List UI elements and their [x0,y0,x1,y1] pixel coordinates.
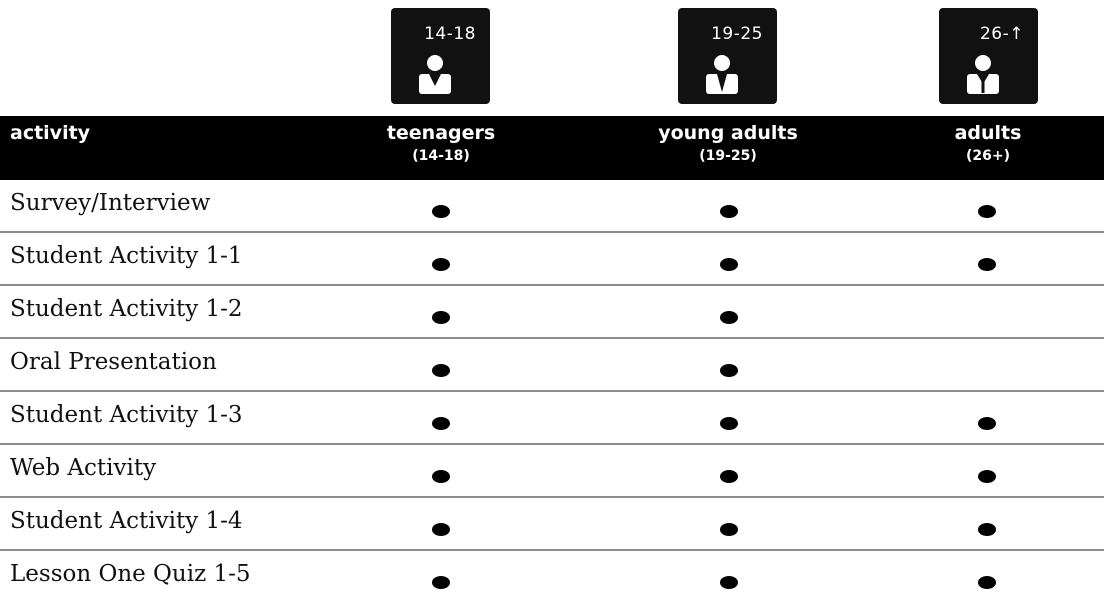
header-teenagers: teenagers (14-18) [371,121,511,167]
row-label: Oral Presentation [10,349,217,375]
header-young-adults: young adults (19-25) [628,121,828,167]
header-sub: (19-25) [699,148,757,164]
row-label: Student Activity 1-1 [10,243,243,269]
check-dot-icon [720,364,738,377]
person-suit-icon [967,55,999,94]
person-tie-icon [706,55,738,94]
age-icon-label: 19-25 [711,24,763,44]
check-dot-icon [978,576,996,589]
check-dot-icon [978,205,996,218]
check-dot-icon [432,364,450,377]
person-icon [419,55,451,94]
check-dot-icon [720,523,738,536]
check-dot-icon [978,417,996,430]
check-dot-icon [432,523,450,536]
check-dot-icon [720,470,738,483]
check-dot-icon [720,311,738,324]
check-dot-icon [720,417,738,430]
check-dot-icon [978,470,996,483]
table-header: activity teenagers (14-18) young adults … [0,116,1104,180]
row-label: Student Activity 1-3 [10,402,243,428]
header-main: teenagers [386,122,496,144]
row-label: Web Activity [10,455,157,481]
header-adults: adults (26+) [928,121,1048,167]
table-row: Student Activity 1-3 [0,392,1104,445]
age-icon-young-adults: 19-25 [678,8,777,104]
check-dot-icon [978,258,996,271]
check-dot-icon [978,523,996,536]
age-icon-label: 14-18 [424,24,476,44]
header-sub: (26+) [965,148,1010,164]
table-row: Student Activity 1-4 [0,498,1104,551]
row-label: Student Activity 1-4 [10,508,243,534]
header-main: adults [954,122,1022,144]
row-label: Lesson One Quiz 1-5 [10,561,251,587]
check-dot-icon [432,311,450,324]
table-row: Lesson One Quiz 1-5 [0,551,1104,602]
row-label: Survey/Interview [10,190,211,216]
header-main: young adults [658,122,798,144]
table-row: Web Activity [0,445,1104,498]
header-activity: activity [10,122,91,144]
table-row: Survey/Interview [0,180,1104,233]
header-sub: (14-18) [412,148,470,164]
check-dot-icon [432,470,450,483]
age-icon-label: 26-↑ [979,24,1024,44]
check-dot-icon [720,205,738,218]
table-row: Oral Presentation [0,339,1104,392]
check-dot-icon [432,417,450,430]
table-row: Student Activity 1-1 [0,233,1104,286]
table-row: Student Activity 1-2 [0,286,1104,339]
check-dot-icon [720,258,738,271]
activity-table: Survey/Interview Student Activity 1-1 Stud… [0,180,1104,602]
check-dot-icon [432,576,450,589]
age-icon-adults: 26-↑ [939,8,1038,104]
check-dot-icon [720,576,738,589]
age-icon-teenagers: 14-18 [391,8,490,104]
row-label: Student Activity 1-2 [10,296,243,322]
check-dot-icon [432,258,450,271]
check-dot-icon [432,205,450,218]
